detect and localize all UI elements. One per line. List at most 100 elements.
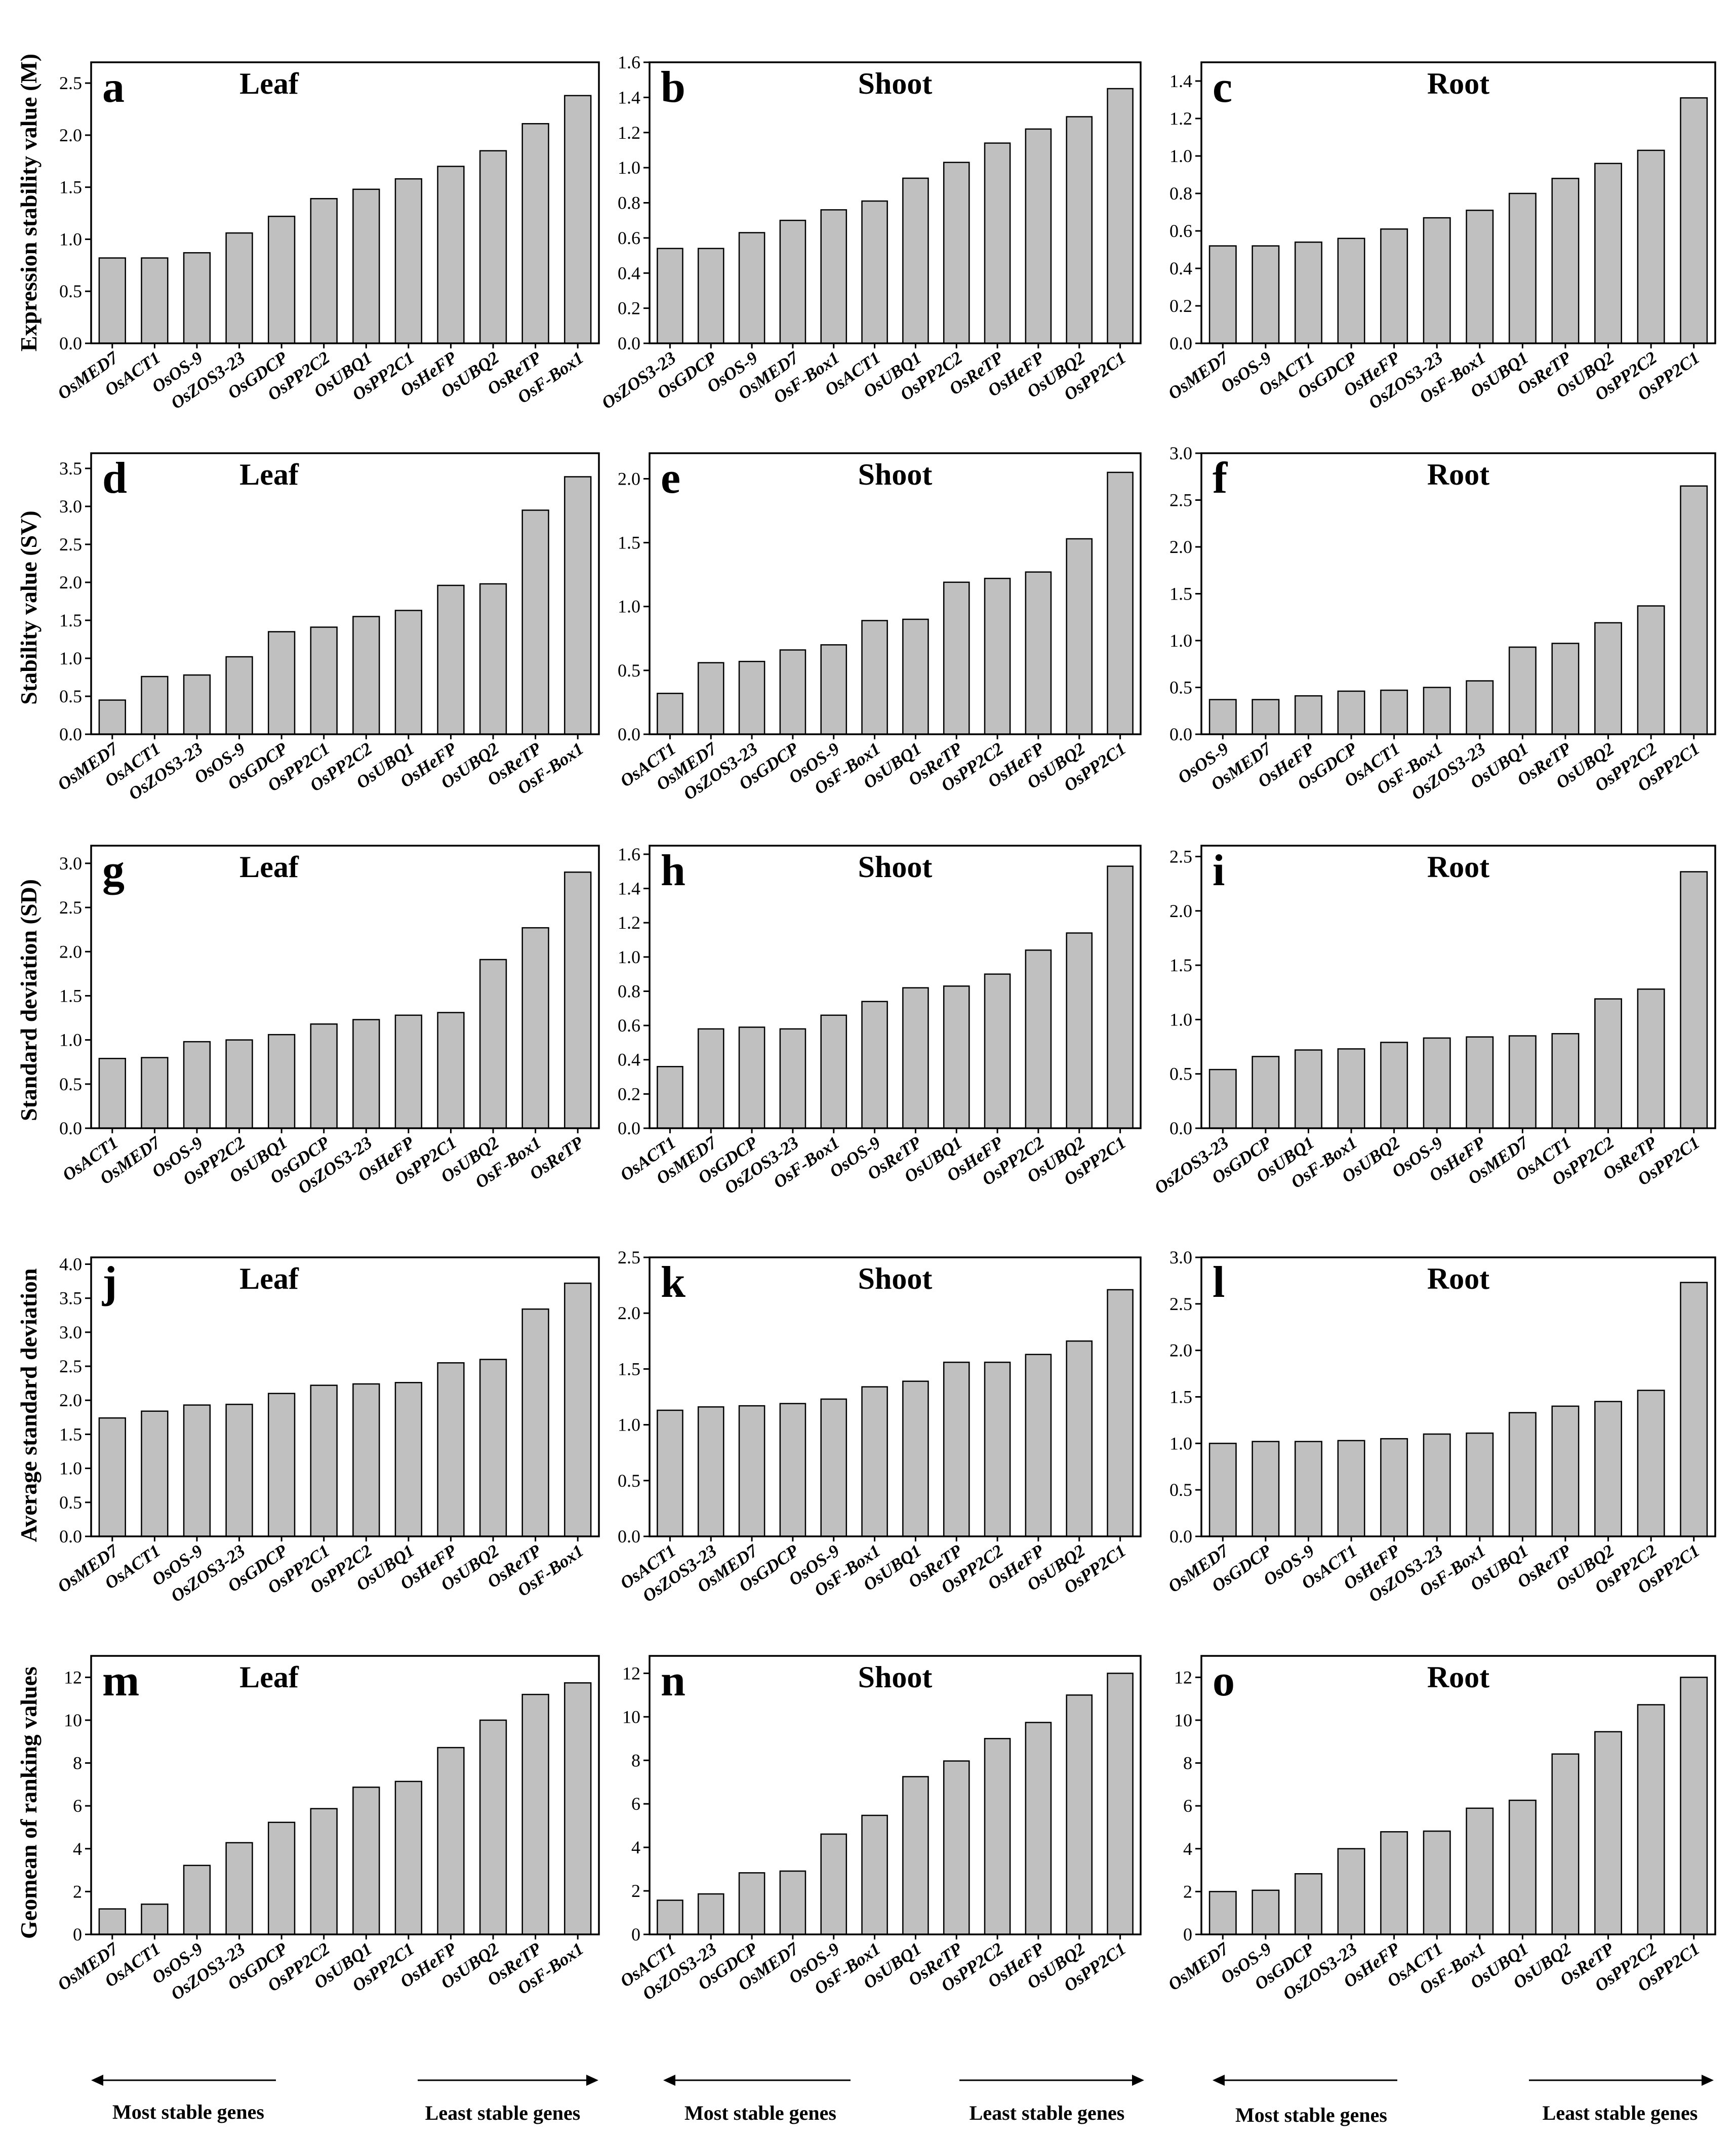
y-tick-label: 10 <box>622 1707 640 1727</box>
y-tick-label: 0.4 <box>618 263 640 283</box>
footer-column-1: Most stable genes Least stable genes <box>91 2075 598 2124</box>
panel-title: Leaf <box>239 67 299 100</box>
bar-OsPP2C2 <box>310 1808 338 1935</box>
chart-panels: 0.00.51.01.52.02.5OsMED7OsACT1OsOS-9OsZO… <box>54 52 1716 2004</box>
y-tick-label: 1.0 <box>618 1415 640 1435</box>
panel-m: 024681012OsMED7OsACT1OsOS-9OsZOS3-23OsGD… <box>54 1655 600 2004</box>
bar-OsPP2C1 <box>1680 871 1708 1129</box>
plot-frame <box>1200 845 1716 1129</box>
bar-OsReTP <box>1551 1405 1580 1537</box>
bar-OsGDCP <box>738 1872 765 1935</box>
bar-OsZOS3-23 <box>1208 1068 1237 1129</box>
y-tick-label: 2.5 <box>1169 1294 1192 1314</box>
bar-OsUBQ2 <box>1066 1694 1093 1935</box>
bar-OsMED7 <box>98 699 126 735</box>
y-tick-label: 0.0 <box>1169 1526 1192 1547</box>
bar-OsOS-9 <box>861 1001 888 1129</box>
bar-OsPP2C2 <box>1637 1704 1665 1935</box>
bar-OsHeFP <box>437 1747 465 1935</box>
bar-OsACT1 <box>98 1057 126 1129</box>
bar-OsUBQ1 <box>1294 1049 1322 1129</box>
row-ylabel-avgsd: Average standard deviation <box>16 1269 42 1542</box>
bar-OsGDCP <box>1294 1873 1322 1935</box>
plot-frame <box>90 1655 600 1935</box>
bar-OsReTP <box>521 1308 549 1537</box>
least-stable-label: Least stable genes <box>1543 2102 1698 2124</box>
bar-OsOS-9 <box>183 1041 211 1129</box>
bar-OsZOS3-23 <box>1423 1433 1451 1537</box>
y-tick-label: 2 <box>631 1881 640 1901</box>
bar-OsUBQ1 <box>902 1776 929 1935</box>
bar-OsOS-9 <box>1423 1037 1451 1129</box>
bar-OsUBQ2 <box>1594 622 1623 735</box>
most-stable-label: Most stable genes <box>684 2102 836 2124</box>
y-tick-label: 0.0 <box>618 1118 640 1138</box>
bar-OsPP2C2 <box>352 616 380 735</box>
y-tick-label: 0.0 <box>1169 724 1192 744</box>
y-tick-label: 0.0 <box>618 1526 640 1547</box>
bar-OsPP2C1 <box>437 1012 465 1129</box>
bar-OsPP2C1 <box>310 1384 338 1537</box>
bar-OsUBQ2 <box>479 150 507 344</box>
y-tick-label: 0.5 <box>618 1471 640 1491</box>
y-tick-label: 2.5 <box>59 73 82 93</box>
bar-OsPP2C2 <box>1637 605 1665 735</box>
y-tick-label: 1.6 <box>618 52 640 72</box>
panel-title: Leaf <box>239 1262 299 1295</box>
y-tick-label: 1.0 <box>59 1030 82 1050</box>
y-tick-label: 10 <box>64 1710 82 1730</box>
y-tick-label: 2.5 <box>59 1356 82 1376</box>
y-tick-label: 0.2 <box>618 1084 640 1104</box>
bar-OsPP2C1 <box>1107 865 1134 1129</box>
y-tick-label: 1.0 <box>59 229 82 249</box>
bar-OsZOS3-23 <box>225 1842 253 1935</box>
panel-title: Shoot <box>858 850 933 884</box>
bar-OsZOS3-23 <box>697 1893 724 1935</box>
most-stable-label: Most stable genes <box>112 2101 264 2123</box>
bar-OsACT1 <box>657 693 683 735</box>
panel-l: 0.00.51.01.52.02.53.0OsMED7OsGDCPOsOS-9O… <box>1164 1247 1716 1606</box>
y-tick-label: 1.0 <box>59 1458 82 1479</box>
bar-OsF-Box1 <box>564 95 592 344</box>
y-tick-label: 4 <box>631 1837 640 1857</box>
bar-OsACT1 <box>657 1409 683 1537</box>
panel-f: 0.00.51.01.52.02.53.0OsOS-9OsMED7OsHeFPO… <box>1169 443 1716 804</box>
bar-OsZOS3-23 <box>183 674 211 735</box>
bar-OsF-Box1 <box>1337 1048 1365 1129</box>
panel-letter: m <box>102 1656 139 1706</box>
bar-OsZOS3-23 <box>657 248 683 344</box>
y-tick-label: 0.6 <box>1169 221 1192 241</box>
y-tick-label: 1.5 <box>59 1424 82 1444</box>
bar-OsZOS3-23 <box>697 1406 724 1537</box>
y-tick-label: 3.5 <box>59 458 82 479</box>
bar-OsPP2C2 <box>984 1361 1011 1537</box>
least-stable-label: Least stable genes <box>425 2102 581 2124</box>
panel-k: 0.00.51.01.52.02.5OsACT1OsZOS3-23OsMED7O… <box>617 1247 1142 1606</box>
bar-OsOS-9 <box>738 232 765 344</box>
y-tick-label: 0.5 <box>618 660 640 681</box>
bar-OsHeFP <box>1294 695 1322 735</box>
y-tick-label: 2.5 <box>618 1247 640 1267</box>
bar-OsPP2C2 <box>1637 1390 1665 1537</box>
y-tick-label: 2.0 <box>618 1303 640 1323</box>
bar-OsHeFP <box>437 166 465 344</box>
bar-OsPP2C1 <box>1680 97 1708 344</box>
bar-OsOS-9 <box>1251 1889 1280 1935</box>
bar-OsGDCP <box>697 248 724 344</box>
bar-OsHeFP <box>1025 571 1052 735</box>
plot-frame <box>90 845 600 1129</box>
bar-OsACT1 <box>141 257 169 344</box>
bar-OsOS-9 <box>820 644 847 735</box>
panel-letter: n <box>661 1656 685 1706</box>
y-tick-label: 1.0 <box>59 648 82 668</box>
bar-OsUBQ2 <box>1066 1340 1093 1537</box>
bar-OsHeFP <box>1380 228 1408 344</box>
plot-frame <box>90 61 600 344</box>
y-tick-label: 3.0 <box>59 853 82 874</box>
bar-OsGDCP <box>1251 1441 1280 1537</box>
y-tick-label: 8 <box>1183 1753 1192 1773</box>
bar-OsUBQ1 <box>267 1034 296 1129</box>
panel-a: 0.00.51.01.52.02.5OsMED7OsACT1OsOS-9OsZO… <box>54 61 600 413</box>
y-tick-label: 0.5 <box>59 281 82 301</box>
y-tick-label: 1.4 <box>1169 71 1192 91</box>
